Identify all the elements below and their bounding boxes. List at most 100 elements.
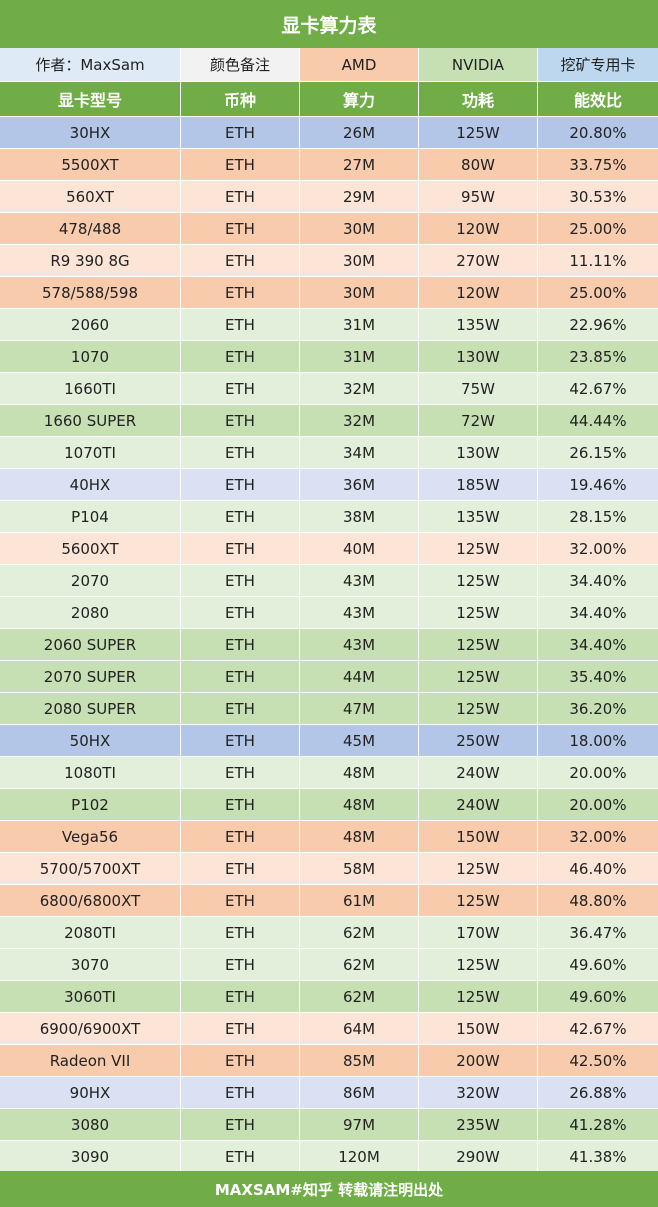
- efficiency-cell: 41.38%: [569, 1147, 627, 1166]
- column-header-efficiency: 能效比: [573, 91, 622, 110]
- hashrate-cell: 48M: [300, 821, 419, 852]
- model-cell: 1070TI: [0, 437, 181, 468]
- table-row: 1070 ETH 31M 130W 23.85%: [0, 340, 658, 372]
- hashrate-cell: 86M: [300, 1077, 419, 1108]
- power-cell: 120W: [419, 213, 538, 244]
- model-cell: 3090: [0, 1141, 181, 1172]
- hashrate-cell: 62M: [300, 949, 419, 980]
- hashrate-cell: 44M: [300, 661, 419, 692]
- efficiency-cell: 23.85%: [569, 347, 627, 366]
- legend-amd: AMD: [300, 48, 419, 81]
- coin-cell: ETH: [181, 213, 300, 244]
- hashrate-cell: 32M: [300, 405, 419, 436]
- model-cell: 5600XT: [0, 533, 181, 564]
- power-cell: 125W: [419, 693, 538, 724]
- model-cell: 40HX: [0, 469, 181, 500]
- model-cell: 6900/6900XT: [0, 1013, 181, 1044]
- model-cell: 50HX: [0, 725, 181, 756]
- coin-cell: ETH: [181, 757, 300, 788]
- coin-cell: ETH: [181, 1141, 300, 1172]
- model-cell: 5700/5700XT: [0, 853, 181, 884]
- model-cell: 3060TI: [0, 981, 181, 1012]
- table-row: 2080 SUPER ETH 47M 125W 36.20%: [0, 692, 658, 724]
- model-cell: Radeon VII: [0, 1045, 181, 1076]
- coin-cell: ETH: [181, 469, 300, 500]
- table-row: 30HX ETH 26M 125W 20.80%: [0, 116, 658, 148]
- model-cell: 6800/6800XT: [0, 885, 181, 916]
- model-cell: 578/588/598: [0, 277, 181, 308]
- coin-cell: ETH: [181, 277, 300, 308]
- coin-cell: ETH: [181, 821, 300, 852]
- coin-cell: ETH: [181, 789, 300, 820]
- coin-cell: ETH: [181, 885, 300, 916]
- efficiency-cell: 28.15%: [569, 507, 627, 526]
- column-header-model: 显卡型号: [0, 82, 181, 116]
- efficiency-cell: 26.15%: [569, 443, 627, 462]
- power-cell: 240W: [419, 789, 538, 820]
- hashrate-cell: 48M: [300, 757, 419, 788]
- power-cell: 125W: [419, 981, 538, 1012]
- model-cell: P102: [0, 789, 181, 820]
- efficiency-cell: 36.20%: [569, 699, 627, 718]
- power-cell: 130W: [419, 437, 538, 468]
- hashrate-cell: 30M: [300, 245, 419, 276]
- power-cell: 125W: [419, 661, 538, 692]
- hashrate-cell: 30M: [300, 213, 419, 244]
- hashrate-cell: 85M: [300, 1045, 419, 1076]
- model-cell: P104: [0, 501, 181, 532]
- model-cell: 5500XT: [0, 149, 181, 180]
- hashrate-cell: 61M: [300, 885, 419, 916]
- hashrate-cell: 29M: [300, 181, 419, 212]
- table-row: 1660TI ETH 32M 75W 42.67%: [0, 372, 658, 404]
- power-cell: 125W: [419, 853, 538, 884]
- power-cell: 135W: [419, 501, 538, 532]
- coin-cell: ETH: [181, 117, 300, 148]
- model-cell: 2060: [0, 309, 181, 340]
- hashrate-cell: 43M: [300, 565, 419, 596]
- coin-cell: ETH: [181, 853, 300, 884]
- efficiency-cell: 32.00%: [569, 827, 627, 846]
- table-header-row: 显卡型号 币种 算力 功耗 能效比: [0, 82, 658, 116]
- hashrate-cell: 30M: [300, 277, 419, 308]
- model-cell: Vega56: [0, 821, 181, 852]
- legend-author: 作者：MaxSam: [0, 48, 181, 81]
- efficiency-cell: 22.96%: [569, 315, 627, 334]
- model-cell: 30HX: [0, 117, 181, 148]
- efficiency-cell: 41.28%: [569, 1115, 627, 1134]
- hashrate-cell: 31M: [300, 341, 419, 372]
- power-cell: 185W: [419, 469, 538, 500]
- table-row: Radeon VII ETH 85M 200W 42.50%: [0, 1044, 658, 1076]
- power-cell: 80W: [419, 149, 538, 180]
- coin-cell: ETH: [181, 1045, 300, 1076]
- hashrate-cell: 27M: [300, 149, 419, 180]
- power-cell: 125W: [419, 117, 538, 148]
- table-row: P104 ETH 38M 135W 28.15%: [0, 500, 658, 532]
- table-row: Vega56 ETH 48M 150W 32.00%: [0, 820, 658, 852]
- hashrate-cell: 62M: [300, 981, 419, 1012]
- power-cell: 125W: [419, 597, 538, 628]
- table-row: 478/488 ETH 30M 120W 25.00%: [0, 212, 658, 244]
- hashrate-cell: 32M: [300, 373, 419, 404]
- efficiency-cell: 25.00%: [569, 283, 627, 302]
- efficiency-cell: 49.60%: [569, 987, 627, 1006]
- power-cell: 75W: [419, 373, 538, 404]
- table-row: 2060 ETH 31M 135W 22.96%: [0, 308, 658, 340]
- coin-cell: ETH: [181, 501, 300, 532]
- hashrate-cell: 62M: [300, 917, 419, 948]
- hashrate-cell: 120M: [300, 1141, 419, 1172]
- table-row: 5600XT ETH 40M 125W 32.00%: [0, 532, 658, 564]
- efficiency-cell: 42.67%: [569, 1019, 627, 1038]
- model-cell: 1660TI: [0, 373, 181, 404]
- table-row: 2070 ETH 43M 125W 34.40%: [0, 564, 658, 596]
- model-cell: 3070: [0, 949, 181, 980]
- efficiency-cell: 20.00%: [569, 795, 627, 814]
- table-row: 578/588/598 ETH 30M 120W 25.00%: [0, 276, 658, 308]
- power-cell: 135W: [419, 309, 538, 340]
- coin-cell: ETH: [181, 309, 300, 340]
- coin-cell: ETH: [181, 565, 300, 596]
- sheet-title: 显卡算力表: [0, 0, 658, 48]
- power-cell: 150W: [419, 821, 538, 852]
- efficiency-cell: 18.00%: [569, 731, 627, 750]
- hashrate-cell: 47M: [300, 693, 419, 724]
